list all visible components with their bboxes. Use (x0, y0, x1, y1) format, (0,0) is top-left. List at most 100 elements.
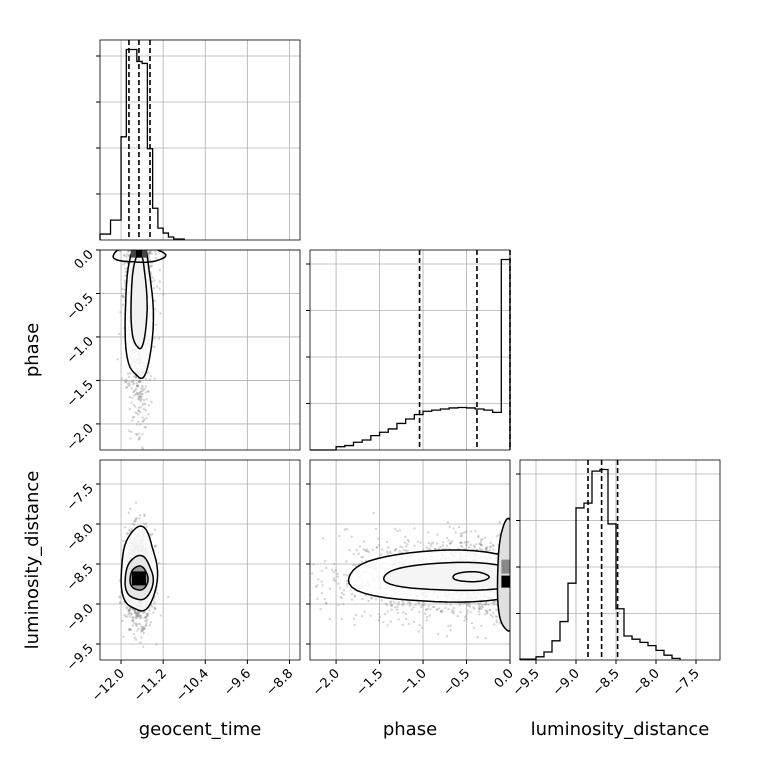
scatter-point (138, 436, 141, 439)
scatter-point (145, 622, 148, 625)
scatter-point (123, 288, 126, 291)
scatter-point (125, 385, 129, 389)
scatter-point (137, 627, 140, 630)
scatter-point (139, 630, 143, 634)
scatter-point (386, 552, 390, 555)
scatter-point (465, 614, 468, 617)
scatter-point (479, 542, 482, 546)
scatter-point (474, 543, 478, 546)
scatter-point (340, 596, 344, 600)
scatter-point (404, 535, 407, 539)
scatter-point (143, 418, 146, 421)
scatter-point (484, 609, 487, 612)
scatter-point (428, 614, 432, 617)
scatter-point (408, 604, 411, 608)
scatter-point (151, 276, 154, 279)
scatter-point (441, 609, 444, 612)
scatter-point (132, 390, 135, 394)
scatter-point (132, 403, 135, 407)
scatter-point (134, 611, 137, 614)
scatter-point (479, 540, 483, 544)
scatter-point (141, 245, 143, 247)
scatter-point (427, 542, 431, 545)
scatter-point (495, 615, 499, 619)
scatter-point (152, 611, 155, 614)
scatter-point (135, 433, 139, 436)
contour-top (112, 250, 167, 264)
scatter-point (136, 614, 140, 618)
scatter-point (372, 511, 375, 515)
scatter-point (468, 605, 472, 608)
scatter-point (459, 534, 463, 538)
scatter-point (448, 542, 452, 545)
y-tick-label: −8.0 (64, 521, 97, 554)
scatter-point (409, 603, 412, 606)
scatter-point (127, 384, 131, 388)
scatter-point (138, 437, 141, 440)
scatter-point (397, 601, 400, 604)
scatter-point (477, 602, 480, 606)
hist-panel-geocent_time (96, 39, 301, 241)
scatter-point (412, 620, 416, 624)
scatter-point (439, 610, 442, 613)
scatter-point (405, 617, 408, 621)
scatter-point (492, 544, 495, 547)
scatter-point (146, 371, 150, 374)
scatter-point (420, 626, 424, 629)
scatter-point (134, 615, 138, 618)
scatter-point (439, 545, 442, 549)
scatter-point (153, 601, 156, 604)
scatter-point (133, 609, 136, 612)
scatter-point (317, 578, 320, 581)
scatter-point (121, 294, 125, 297)
scatter-point (156, 592, 159, 595)
contour-edge (496, 517, 510, 632)
y-tick-label: −1.0 (64, 334, 97, 367)
scatter-point (410, 608, 413, 611)
scatter-point (146, 612, 150, 616)
scatter-point (420, 605, 423, 609)
scatter-point (137, 413, 140, 416)
scatter-point (385, 540, 389, 544)
scatter-point (138, 246, 140, 248)
scatter-point (404, 549, 408, 552)
scatter-point (385, 603, 389, 607)
scatter-point (461, 532, 464, 535)
scatter-point (123, 614, 126, 617)
scatter-point (136, 385, 140, 388)
scatter-point (343, 573, 346, 576)
y-tick-label: −2.0 (64, 421, 97, 454)
scatter-point (127, 628, 130, 631)
scatter-point (353, 594, 357, 598)
scatter-point (493, 623, 496, 626)
scatter-point (138, 395, 141, 398)
scatter-point (449, 603, 452, 607)
scatter-point (426, 607, 430, 610)
scatter-point (362, 540, 365, 543)
scatter-point (142, 419, 145, 423)
scatter-point (159, 614, 162, 617)
scatter-point (122, 635, 125, 639)
scatter-point (133, 636, 136, 639)
scatter-point (394, 527, 397, 531)
scatter-point (129, 615, 132, 618)
scatter-point (148, 251, 152, 255)
scatter-point (396, 529, 399, 533)
scatter-point (128, 607, 132, 611)
scatter-point (132, 381, 135, 384)
scatter-point (452, 527, 455, 530)
scatter-point (130, 401, 133, 404)
scatter-point (131, 608, 135, 611)
scatter-point (491, 601, 494, 604)
scatter-point (143, 426, 146, 429)
scatter-point (401, 623, 404, 627)
scatter-point (134, 392, 138, 396)
scatter-point (132, 389, 136, 393)
scatter-point (464, 615, 467, 619)
scatter-point (460, 535, 463, 538)
scatter-point (142, 398, 146, 402)
scatter-point (135, 623, 138, 626)
scatter-point (485, 548, 488, 551)
panel-frame (519, 459, 721, 661)
scatter-point (477, 542, 481, 546)
